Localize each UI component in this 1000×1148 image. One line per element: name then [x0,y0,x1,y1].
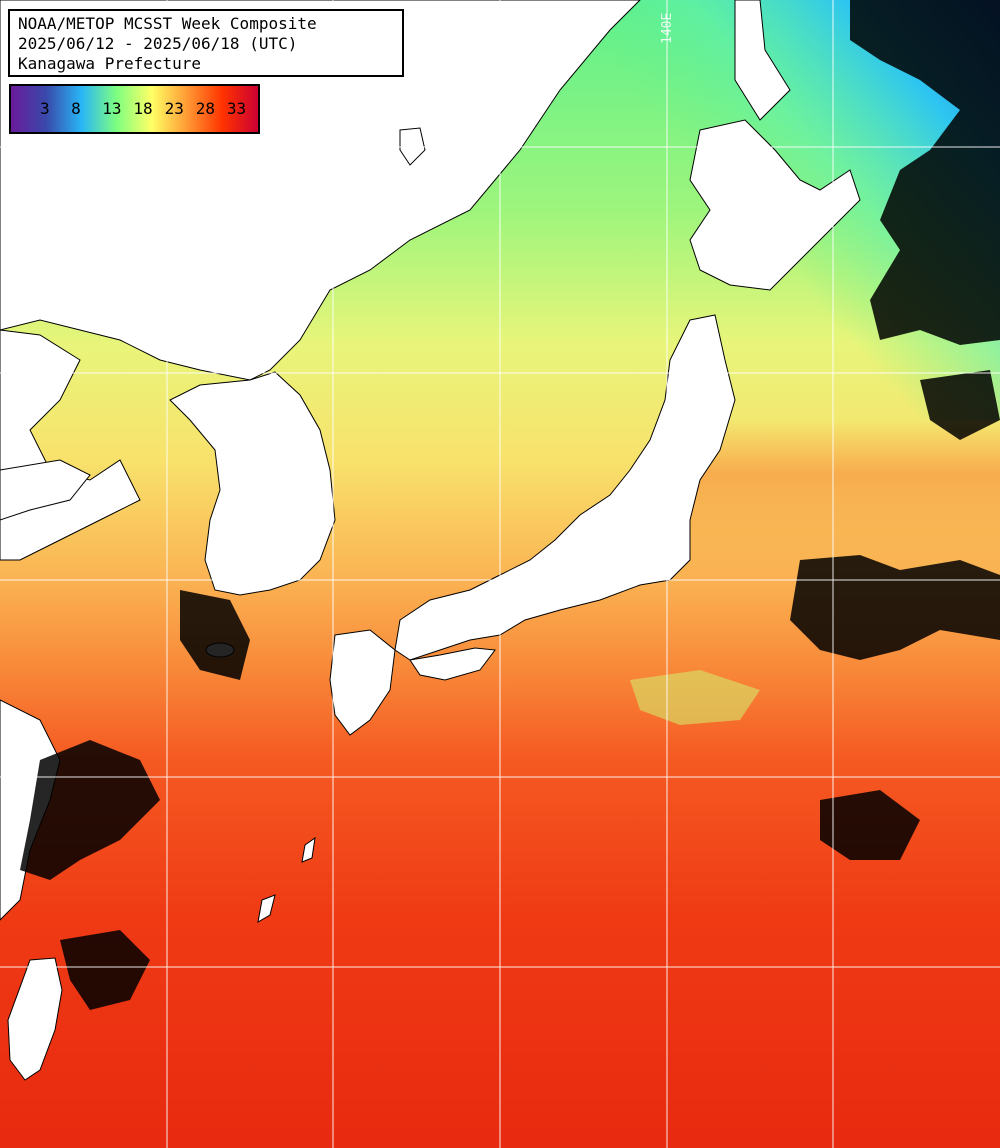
cool-patch-kuroshio [630,670,760,725]
cloud-cover [20,0,1000,1010]
cloud-east-mid [920,370,1000,440]
land-amami [301,836,316,863]
land-honshu [394,314,736,661]
legend-color-bar [11,86,258,132]
grid-label-lon: 140E [660,12,675,44]
temperature-legend: 3 8 13 18 23 28 33 [9,84,260,134]
title-line-product: NOAA/METOP MCSST Week Composite [18,14,317,33]
cloud-china-coast [20,740,160,880]
land-korea [169,371,336,596]
legend-tick-3: 3 [40,99,50,118]
legend-tick-33: 33 [226,99,247,118]
legend-tick-23: 23 [164,99,184,118]
land-taiwan [7,957,63,1081]
cloud-pacific-band [790,555,1000,660]
cloud-south-speckle [820,790,920,860]
title-line-date-range: 2025/06/12 - 2025/06/18 (UTC) [18,34,298,53]
cloud-taiwan-strait [60,930,150,1010]
map-title-box: NOAA/METOP MCSST Week Composite 2025/06/… [8,9,404,77]
legend-tick-8: 8 [71,99,81,118]
title-line-region: Kanagawa Prefecture [18,54,202,73]
land-sakhalin [734,0,791,121]
land-shandong [0,459,91,521]
cloud-east-china-sea [180,590,250,680]
legend-tick-18: 18 [133,99,153,118]
land-okinawa [257,894,276,923]
land-kyushu [329,629,396,736]
legend-tick-28: 28 [195,99,215,118]
legend-tick-13: 13 [102,99,122,118]
land-hokkaido [689,119,861,291]
legend-tick-labels: 3 8 13 18 23 28 33 [11,99,258,118]
grid-label-lat: 40N [14,352,38,367]
land-shikoku [409,647,496,681]
cloud-northeast [850,0,1000,345]
